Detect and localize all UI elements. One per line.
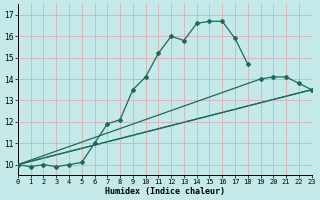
X-axis label: Humidex (Indice chaleur): Humidex (Indice chaleur)	[105, 187, 225, 196]
